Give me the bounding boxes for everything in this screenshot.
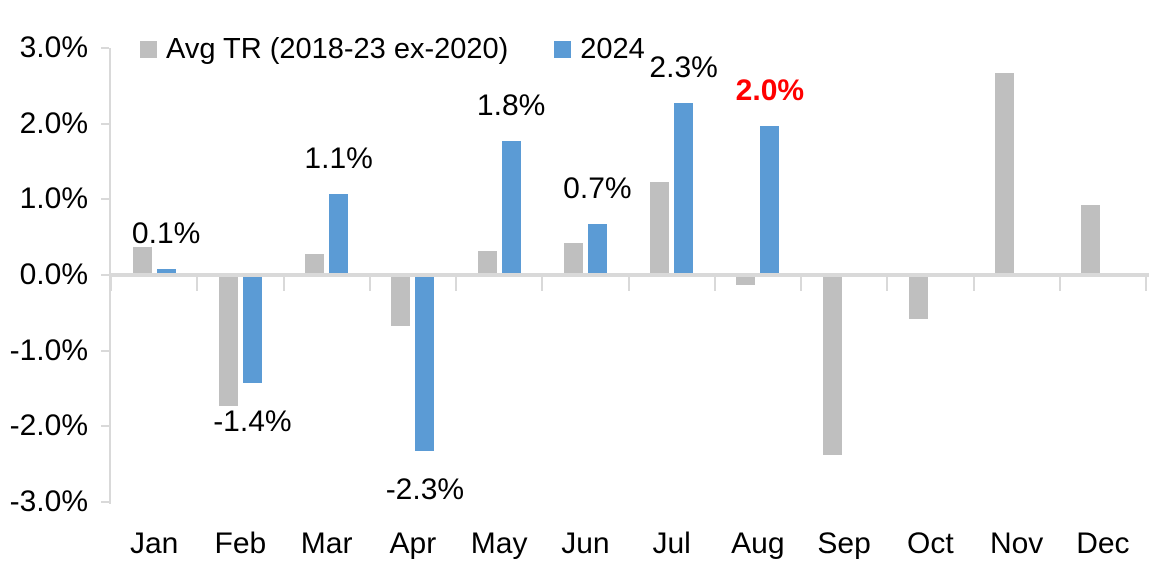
x-axis-label-oct: Oct	[907, 527, 954, 560]
x-axis-tick	[455, 277, 457, 291]
avg-tr-bar-aug	[736, 277, 756, 285]
chart-legend: Avg TR (2018-23 ex-2020) 2024	[140, 33, 645, 65]
legend-label-avg-tr: Avg TR (2018-23 ex-2020)	[166, 33, 509, 65]
avg-tr-bar-sep	[822, 277, 842, 455]
avg-tr-bar-dec	[1081, 205, 1101, 277]
x-axis-label-dec: Dec	[1076, 527, 1130, 560]
data-label-aug: 2.0%	[735, 73, 805, 107]
year-2024-swatch-icon	[554, 40, 572, 58]
x-axis-label-may: May	[470, 527, 528, 560]
legend-item-avg-tr: Avg TR (2018-23 ex-2020)	[140, 33, 509, 65]
y-axis-tick	[101, 349, 109, 352]
x-axis-tick	[110, 277, 112, 291]
avg-tr-bar-mar	[305, 254, 325, 277]
avg-tr-bar-oct	[908, 277, 928, 319]
x-axis-tick	[800, 277, 802, 291]
avg-tr-bar-jun	[563, 242, 583, 277]
y-axis-tick-label: 1.0%	[19, 182, 88, 216]
x-axis-tick	[1145, 277, 1147, 291]
legend-item-2024: 2024	[554, 33, 645, 65]
y-axis-tick-label: 0.0%	[19, 258, 88, 291]
x-axis-label-jan: Jan	[129, 527, 179, 560]
avg-tr-bar-jul	[650, 182, 670, 277]
x-axis-label-aug: Aug	[731, 527, 785, 560]
x-axis-label-mar: Mar	[300, 527, 353, 560]
data-label-may: 1.8%	[476, 88, 546, 122]
bar-2024-mar	[329, 193, 349, 277]
data-label-apr: -2.3%	[385, 473, 465, 507]
x-axis-label-jun: Jun	[561, 527, 610, 560]
data-label-feb: -1.4%	[213, 404, 292, 438]
y-axis-tick-label: 3.0%	[19, 31, 88, 64]
y-axis-tick-label: 2.0%	[19, 106, 88, 140]
data-label-jun: 0.7%	[563, 172, 632, 206]
plot-area: 0.1% -1.4% 1.1% -2.3% 1.8% 0.7% 2.3% 2.0%	[101, 47, 1149, 506]
y-axis-tick	[101, 47, 109, 49]
bar-2024-aug	[760, 125, 780, 277]
y-axis-tick	[101, 274, 109, 276]
x-axis-label-apr: Apr	[389, 527, 437, 560]
x-axis-tick	[972, 277, 975, 291]
avg-tr-bar-nov	[995, 72, 1015, 277]
x-axis-tick	[368, 277, 371, 291]
legend-label-2024: 2024	[580, 33, 645, 65]
avg-tr-bar-jan	[132, 246, 152, 277]
y-axis-tick-label: -1.0%	[9, 333, 88, 367]
y-axis-tick	[101, 501, 109, 504]
data-label-jul: 2.3%	[649, 50, 718, 84]
data-label-mar: 1.1%	[304, 141, 373, 175]
y-axis-tick	[101, 122, 109, 125]
x-axis-label-jul: Jul	[652, 527, 691, 560]
x-axis-tick	[713, 277, 716, 291]
x-axis-tick	[541, 277, 544, 291]
x-axis-line	[109, 273, 1149, 277]
y-axis-tick	[101, 198, 109, 201]
bar-2024-feb	[242, 277, 262, 383]
x-axis-tick	[1058, 277, 1061, 291]
avg-tr-bar-apr	[391, 277, 411, 327]
x-axis-tick	[282, 277, 285, 291]
x-axis-tick	[196, 277, 199, 291]
x-axis-label-feb: Feb	[214, 527, 267, 560]
x-axis-tick	[886, 277, 889, 291]
avg-tr-swatch-icon	[140, 40, 157, 58]
x-axis-label-sep: Sep	[817, 527, 871, 560]
bar-2024-jul	[674, 102, 694, 277]
y-axis-tick	[101, 425, 109, 428]
x-axis-tick	[627, 277, 630, 291]
bar-2024-apr	[415, 277, 435, 452]
x-axis-label-nov: Nov	[989, 527, 1044, 560]
bar-2024-may	[501, 140, 521, 277]
avg-tr-bar-feb	[218, 277, 238, 406]
data-label-jan: 0.1%	[131, 217, 201, 251]
y-axis-tick-label: -3.0%	[9, 485, 88, 519]
avg-tr-bar-may	[477, 250, 497, 277]
bar-2024-jun	[587, 224, 607, 277]
y-axis-tick-label: -2.0%	[9, 409, 88, 443]
